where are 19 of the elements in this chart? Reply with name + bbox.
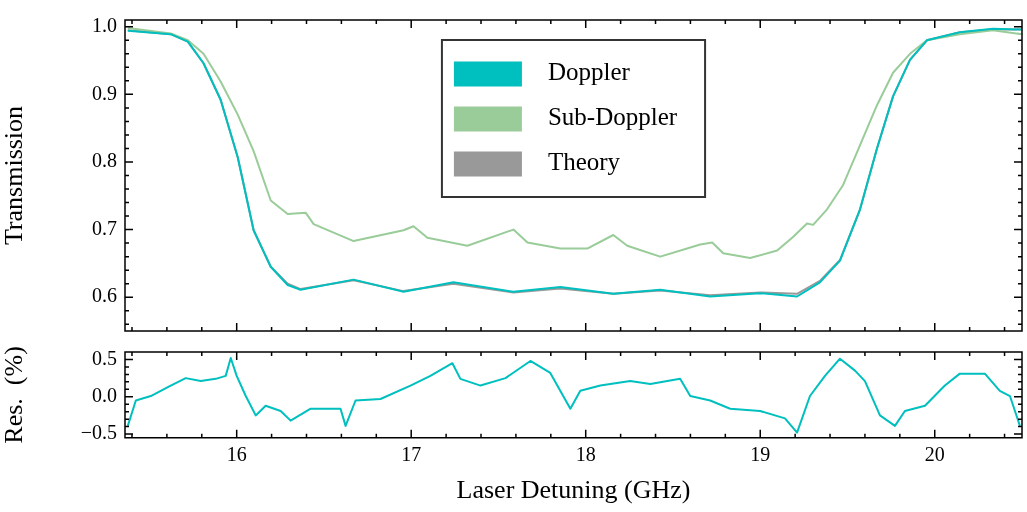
y-axis-title: Transmission bbox=[0, 105, 29, 246]
y-tick-label: 0.8 bbox=[92, 149, 117, 172]
legend-label: Doppler bbox=[547, 58, 631, 86]
x-tick-label: 20 bbox=[924, 443, 945, 466]
y-axis-title: Res. (%) bbox=[0, 346, 29, 444]
y-tick-label: 0.0 bbox=[92, 384, 117, 407]
x-tick-label: 17 bbox=[401, 443, 422, 466]
legend-label: Theory bbox=[547, 148, 621, 176]
y-tick-label: 0.5 bbox=[92, 346, 117, 369]
y-tick-label: 0.6 bbox=[92, 284, 117, 307]
y-tick-label: 0.9 bbox=[92, 81, 117, 104]
x-tick-label: 16 bbox=[226, 443, 247, 466]
y-tick-label: 1.0 bbox=[92, 14, 117, 37]
x-axis-title: Laser Detuning (GHz) bbox=[456, 475, 691, 505]
x-tick-label: 18 bbox=[575, 443, 596, 466]
y-tick-label: 0.7 bbox=[92, 216, 117, 239]
legend-label: Sub-Doppler bbox=[547, 103, 678, 131]
x-tick-label: 19 bbox=[750, 443, 771, 466]
y-tick-label: −0.5 bbox=[80, 421, 117, 444]
